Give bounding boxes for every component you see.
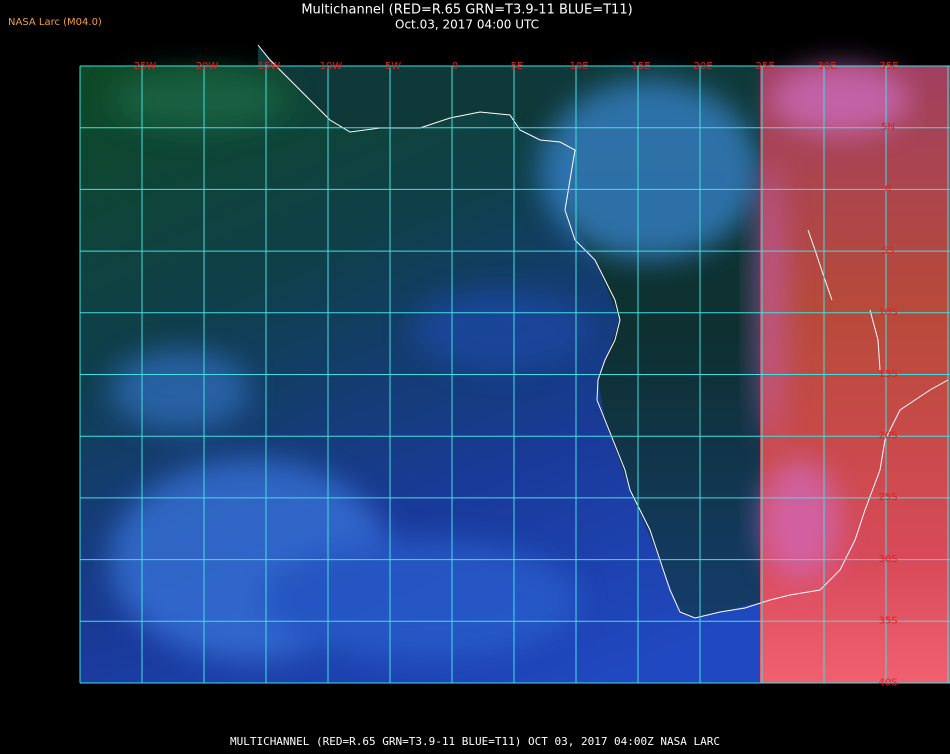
lon-label: 0 [452,61,458,72]
lat-label: 15S [878,369,897,380]
lon-label: 15E [631,61,650,72]
lat-label: 25S [878,492,897,503]
lat-label: 35S [878,616,897,627]
lon-label: 5E [511,61,524,72]
lat-label: 5N [881,122,895,133]
lon-label: 20W [196,61,219,72]
footer: MULTICHANNEL (RED=R.65 GRN=T3.9-11 BLUE=… [230,735,720,748]
lon-label: 25E [755,61,774,72]
lon-label: 10W [320,61,343,72]
source-label: NASA Larc (M04.0) [8,17,102,28]
lon-label: 10E [569,61,588,72]
lon-label: 30E [817,61,836,72]
subtitle: Oct.03, 2017 04:00 UTC [395,18,539,32]
lon-label: 25W [134,61,157,72]
lon-label: 15W [258,61,281,72]
lat-label: 5S [882,245,895,256]
lon-label: 20E [693,61,712,72]
lon-label: 5W [385,61,401,72]
lat-label: 0 [885,184,891,195]
title: Multichannel (RED=R.65 GRN=T3.9-11 BLUE=… [301,3,632,18]
lon-label: 35E [879,61,898,72]
lat-label: 20S [878,431,897,442]
lat-label: 30S [878,554,897,565]
lat-label: 40S [878,677,897,688]
lat-label: 10S [878,307,897,318]
lat-lon-grid: 25W 20W 15W 10W 5W 0 5E 10E 15E 20E 25E 30E 35E 5N 0 5S… [79,61,950,688]
satellite-image [80,44,950,683]
